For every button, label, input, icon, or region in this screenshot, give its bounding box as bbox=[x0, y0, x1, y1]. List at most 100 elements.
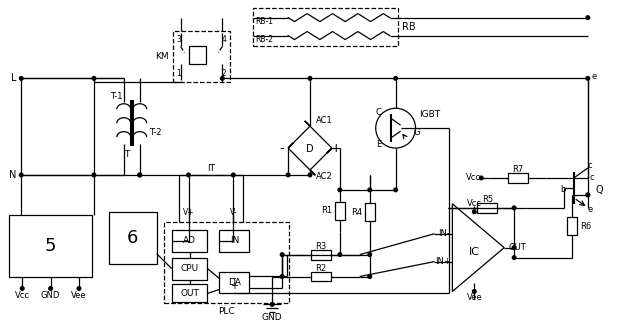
Text: AD: AD bbox=[183, 236, 196, 245]
Text: PLC: PLC bbox=[218, 307, 235, 316]
Circle shape bbox=[19, 173, 23, 177]
Bar bbox=[508, 173, 527, 183]
Circle shape bbox=[220, 77, 224, 80]
Text: RB-1: RB-1 bbox=[255, 17, 273, 26]
Circle shape bbox=[280, 275, 284, 278]
Text: Vee: Vee bbox=[71, 291, 87, 300]
Text: G: G bbox=[413, 128, 420, 137]
Bar bbox=[311, 271, 331, 282]
Text: Vcc: Vcc bbox=[467, 199, 482, 208]
Circle shape bbox=[586, 193, 590, 197]
Text: RB-2: RB-2 bbox=[255, 35, 273, 43]
Text: e: e bbox=[592, 72, 597, 81]
Text: GND: GND bbox=[41, 291, 60, 300]
Polygon shape bbox=[310, 170, 315, 175]
Bar bbox=[219, 271, 249, 293]
Text: 1: 1 bbox=[176, 69, 181, 78]
Circle shape bbox=[232, 173, 235, 177]
Circle shape bbox=[368, 275, 371, 278]
Bar bbox=[189, 46, 207, 64]
Bar bbox=[171, 230, 207, 251]
Bar bbox=[163, 222, 289, 303]
Circle shape bbox=[513, 246, 516, 250]
Bar bbox=[219, 230, 249, 251]
Text: RB: RB bbox=[402, 22, 415, 32]
Text: OUT: OUT bbox=[180, 289, 199, 298]
Text: E: E bbox=[376, 140, 381, 148]
Circle shape bbox=[49, 287, 53, 290]
Text: D: D bbox=[306, 144, 314, 154]
Text: IN-: IN- bbox=[438, 229, 451, 238]
Text: R5: R5 bbox=[482, 195, 493, 204]
Text: e: e bbox=[587, 205, 592, 214]
Text: Q: Q bbox=[595, 185, 604, 195]
Text: R4: R4 bbox=[350, 208, 361, 217]
Bar bbox=[477, 203, 497, 213]
Circle shape bbox=[394, 77, 397, 80]
Circle shape bbox=[138, 173, 142, 177]
Text: Vee: Vee bbox=[467, 293, 482, 302]
Circle shape bbox=[586, 193, 590, 197]
Text: L: L bbox=[11, 73, 16, 83]
Text: N: N bbox=[9, 170, 16, 180]
Text: V+: V+ bbox=[183, 208, 194, 217]
Bar bbox=[178, 175, 243, 227]
Text: C: C bbox=[376, 108, 382, 117]
Circle shape bbox=[480, 176, 483, 180]
Text: +: + bbox=[331, 142, 341, 155]
Text: IGBT: IGBT bbox=[420, 110, 441, 119]
Circle shape bbox=[368, 253, 371, 256]
Circle shape bbox=[394, 188, 397, 192]
Circle shape bbox=[77, 287, 80, 290]
Circle shape bbox=[513, 206, 516, 210]
Circle shape bbox=[138, 173, 142, 177]
Circle shape bbox=[92, 77, 96, 80]
Text: IT: IT bbox=[207, 164, 215, 174]
Text: T: T bbox=[124, 149, 129, 159]
Circle shape bbox=[287, 173, 290, 177]
Circle shape bbox=[472, 210, 476, 214]
Circle shape bbox=[586, 77, 590, 80]
Text: R3: R3 bbox=[315, 242, 327, 251]
Circle shape bbox=[338, 188, 342, 192]
Text: GND: GND bbox=[262, 313, 282, 322]
Text: T-2: T-2 bbox=[149, 128, 161, 137]
Text: Vcc: Vcc bbox=[466, 173, 481, 182]
Text: 6: 6 bbox=[127, 229, 139, 247]
Bar bbox=[365, 203, 374, 221]
Circle shape bbox=[338, 253, 342, 256]
Text: AC2: AC2 bbox=[316, 172, 333, 181]
Text: 5: 5 bbox=[45, 237, 56, 255]
Text: c: c bbox=[587, 162, 592, 170]
Text: OUT: OUT bbox=[508, 243, 526, 252]
Text: Vcc: Vcc bbox=[15, 291, 30, 300]
Text: R1: R1 bbox=[321, 206, 332, 215]
Polygon shape bbox=[305, 121, 310, 126]
Text: T-1: T-1 bbox=[110, 92, 123, 101]
Circle shape bbox=[513, 256, 516, 259]
Circle shape bbox=[368, 188, 371, 192]
Circle shape bbox=[19, 77, 23, 80]
Bar bbox=[253, 8, 397, 45]
Text: -: - bbox=[233, 273, 236, 284]
Text: 2: 2 bbox=[222, 69, 227, 78]
Text: b: b bbox=[561, 185, 566, 194]
Polygon shape bbox=[288, 143, 293, 148]
Circle shape bbox=[308, 77, 312, 80]
Bar bbox=[311, 250, 331, 260]
Bar bbox=[173, 30, 230, 82]
Circle shape bbox=[280, 253, 284, 256]
Text: V-: V- bbox=[230, 208, 237, 217]
Bar bbox=[567, 217, 577, 235]
Text: 3: 3 bbox=[176, 35, 181, 43]
Text: R2: R2 bbox=[316, 264, 326, 273]
Text: IN+: IN+ bbox=[435, 257, 451, 266]
Text: 4: 4 bbox=[222, 35, 227, 43]
Text: IC: IC bbox=[469, 247, 480, 257]
Text: IN: IN bbox=[230, 236, 239, 245]
Text: CPU: CPU bbox=[181, 264, 199, 273]
Text: DA: DA bbox=[228, 278, 241, 287]
Bar bbox=[9, 215, 92, 277]
Text: R7: R7 bbox=[512, 165, 523, 175]
Bar bbox=[171, 258, 207, 280]
